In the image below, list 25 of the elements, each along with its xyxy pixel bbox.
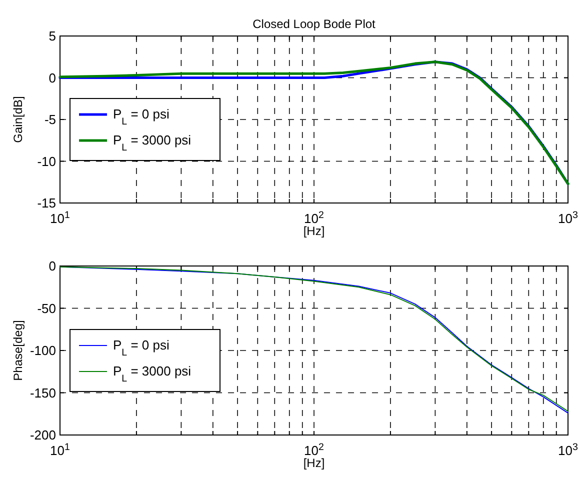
y-tick-label: -100 (30, 343, 56, 358)
y-tick-label: 0 (48, 258, 56, 274)
x-axis-title: [Hz] (303, 456, 325, 470)
chart-title: Closed Loop Bode Plot (252, 17, 376, 31)
x-tick-label: 10$^{1}$ (50, 210, 70, 226)
y-axis-title: Gain[dB] (11, 96, 25, 143)
x-tick-label: 10$^{1}$ (50, 442, 70, 458)
y-tick-label: -15 (37, 196, 56, 210)
y-tick-label: -50 (37, 300, 56, 316)
y-tick-label: 5 (48, 28, 56, 44)
legend-label: P$_{L}$ = 3000 psi (113, 132, 192, 153)
x-tick-label: 10$^{2}$ (304, 210, 324, 226)
y-axis-title: Phase[deg] (11, 320, 25, 381)
y-tick-label: -5 (44, 112, 56, 127)
y-tick-label: -150 (30, 385, 56, 400)
y-tick-label: -200 (30, 428, 56, 442)
legend-label: P$_{L}$ = 0 psi (113, 106, 170, 127)
y-tick-label: -10 (37, 154, 56, 169)
x-tick-label: 10$^{3}$ (558, 442, 578, 458)
legend-label: P$_{L}$ = 0 psi (113, 338, 170, 358)
x-axis-title: [Hz] (303, 224, 325, 238)
y-tick-label: 0 (48, 70, 56, 86)
legend-label: P$_{L}$ = 3000 psi (113, 364, 192, 384)
x-tick-label: 10$^{3}$ (558, 210, 578, 226)
x-tick-label: 10$^{2}$ (304, 442, 324, 458)
